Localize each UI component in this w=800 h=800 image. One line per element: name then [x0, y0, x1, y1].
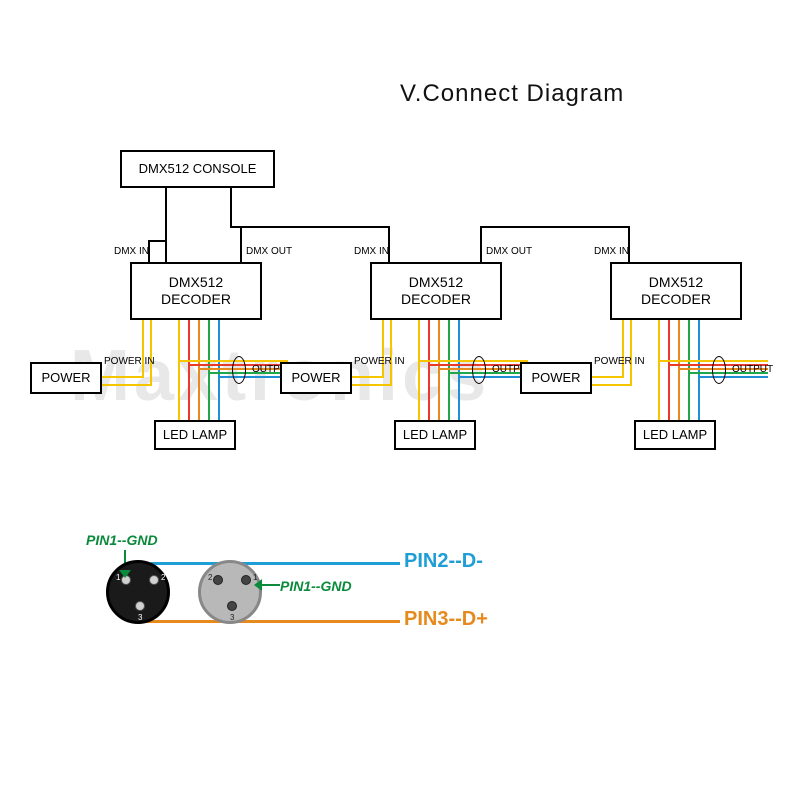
power-box: POWER	[280, 362, 352, 394]
decoder-box: DMX512 DECODER	[370, 262, 502, 320]
console-label: DMX512 CONSOLE	[139, 161, 257, 177]
decoder-box: DMX512 DECODER	[130, 262, 262, 320]
diagram-title: V.Connect Diagram	[400, 80, 624, 108]
power-box: POWER	[30, 362, 102, 394]
decoder-label: DMX512 DECODER	[401, 274, 471, 309]
decoder-box: DMX512 DECODER	[610, 262, 742, 320]
xlr-female-icon: 123	[198, 560, 262, 624]
ledlamp-box: LED LAMP	[394, 420, 476, 450]
ledlamp-box: LED LAMP	[634, 420, 716, 450]
xlr-male-icon: 123	[106, 560, 170, 624]
decoder-label: DMX512 DECODER	[161, 274, 231, 309]
console-box: DMX512 CONSOLE	[120, 150, 275, 188]
ledlamp-box: LED LAMP	[154, 420, 236, 450]
power-box: POWER	[520, 362, 592, 394]
decoder-label: DMX512 DECODER	[641, 274, 711, 309]
